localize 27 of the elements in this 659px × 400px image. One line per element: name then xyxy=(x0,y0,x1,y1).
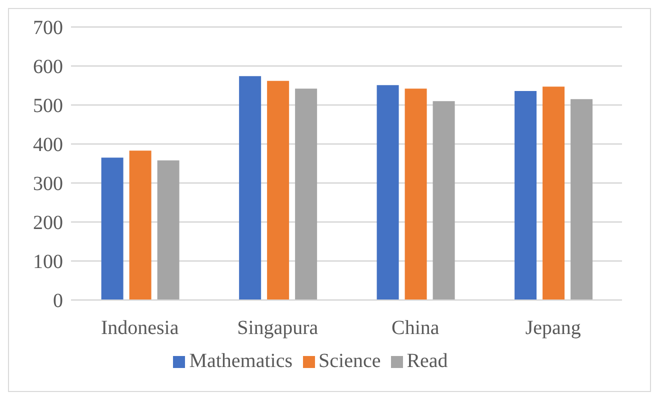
y-tick-label: 500 xyxy=(33,95,63,118)
bar xyxy=(157,160,180,300)
y-tick-label: 700 xyxy=(33,17,63,40)
x-tick-label: China xyxy=(391,317,440,340)
bar xyxy=(101,158,124,300)
bar xyxy=(570,99,593,300)
y-tick-label: 0 xyxy=(53,290,63,312)
bar xyxy=(404,88,427,300)
x-tick-label: Indonesia xyxy=(100,317,179,340)
y-tick-label: 400 xyxy=(33,134,63,156)
bar xyxy=(542,86,565,300)
legend-label: Read xyxy=(406,350,448,372)
y-tick-label: 100 xyxy=(33,251,63,274)
bar xyxy=(129,150,152,300)
bar xyxy=(267,80,290,300)
bar xyxy=(376,85,399,300)
x-tick-label: Singapura xyxy=(237,317,318,340)
bar xyxy=(295,88,318,300)
bar xyxy=(239,76,262,300)
y-tick-label: 300 xyxy=(33,173,63,196)
legend-label: Mathematics xyxy=(189,350,293,372)
bar xyxy=(432,101,455,300)
x-tick-label: Jepang xyxy=(525,317,581,340)
y-tick-label: 600 xyxy=(33,56,63,78)
bar xyxy=(514,90,537,300)
legend-label: Science xyxy=(318,350,381,372)
y-tick-label: 200 xyxy=(33,212,63,234)
